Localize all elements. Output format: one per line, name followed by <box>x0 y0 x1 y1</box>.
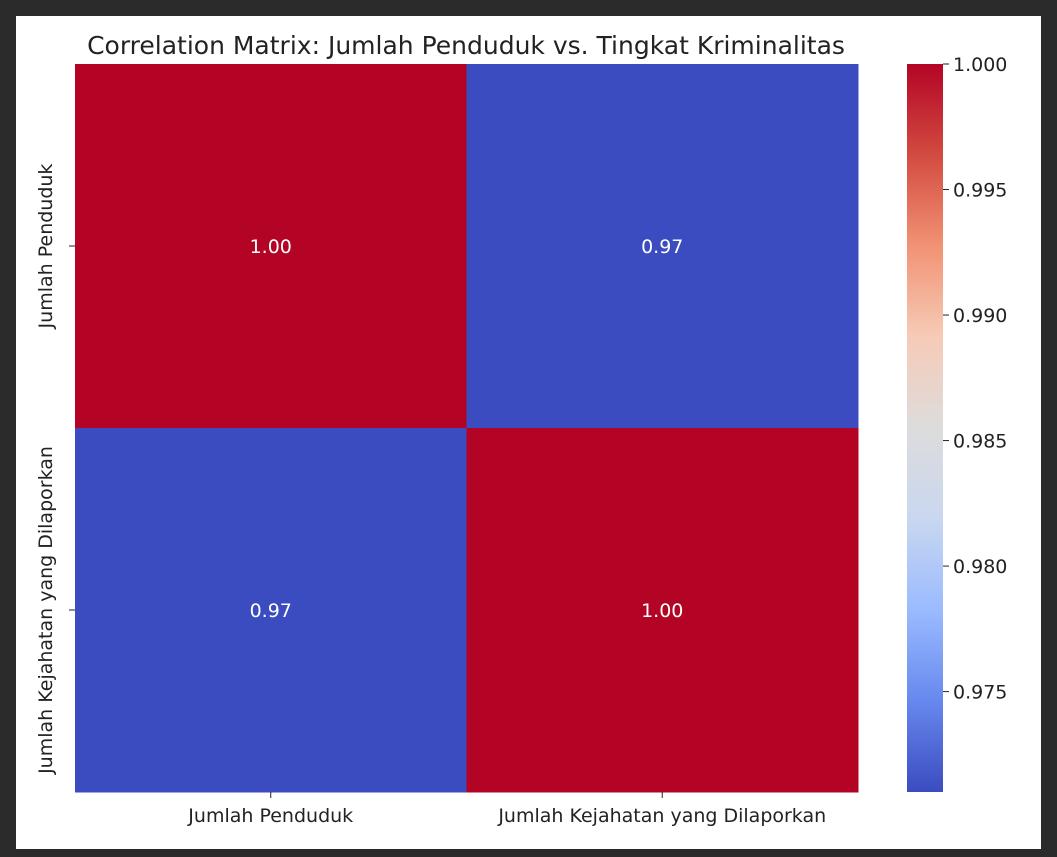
colorbar-tick-label: 0.980 <box>953 556 1007 578</box>
colorbar: 0.975 0.980 0.985 0.990 0.995 1.000 <box>907 54 1007 792</box>
heatmap-cell <box>466 64 859 429</box>
heatmap-cell <box>75 428 467 793</box>
cell-annotation: 0.97 <box>641 236 683 258</box>
heatmap-cell <box>466 428 859 793</box>
colorbar-tick-label: 0.975 <box>953 682 1007 704</box>
chart-title: Correlation Matrix: Jumlah Penduduk vs. … <box>87 31 845 60</box>
y-tick-label: Jumlah Kejahatan yang Dilaporkan <box>35 446 57 775</box>
cell-annotation: 0.97 <box>250 600 292 622</box>
x-tick-label: Jumlah Penduduk <box>187 805 353 827</box>
colorbar-tick-label: 0.985 <box>953 431 1007 453</box>
x-tick-label: Jumlah Kejahatan yang Dilaporkan <box>497 805 826 827</box>
heatmap-cell <box>75 64 467 429</box>
heatmap-chart: Correlation Matrix: Jumlah Penduduk vs. … <box>35 31 1007 827</box>
colorbar-tick-label: 0.995 <box>953 180 1007 202</box>
colorbar-bar <box>907 64 943 792</box>
colorbar-tick-label: 1.000 <box>953 54 1007 76</box>
y-tick-label: Jumlah Penduduk <box>35 164 57 330</box>
cell-annotation: 1.00 <box>641 600 683 622</box>
cell-annotation: 1.00 <box>250 236 292 258</box>
heatmap-cells: 1.00 0.97 0.97 1.00 <box>75 64 859 793</box>
heatmap-axes: Jumlah Penduduk Jumlah Kejahatan yang Dil… <box>35 164 826 827</box>
colorbar-tick-label: 0.990 <box>953 305 1007 327</box>
chart-figure: Correlation Matrix: Jumlah Penduduk vs. … <box>16 16 1041 849</box>
